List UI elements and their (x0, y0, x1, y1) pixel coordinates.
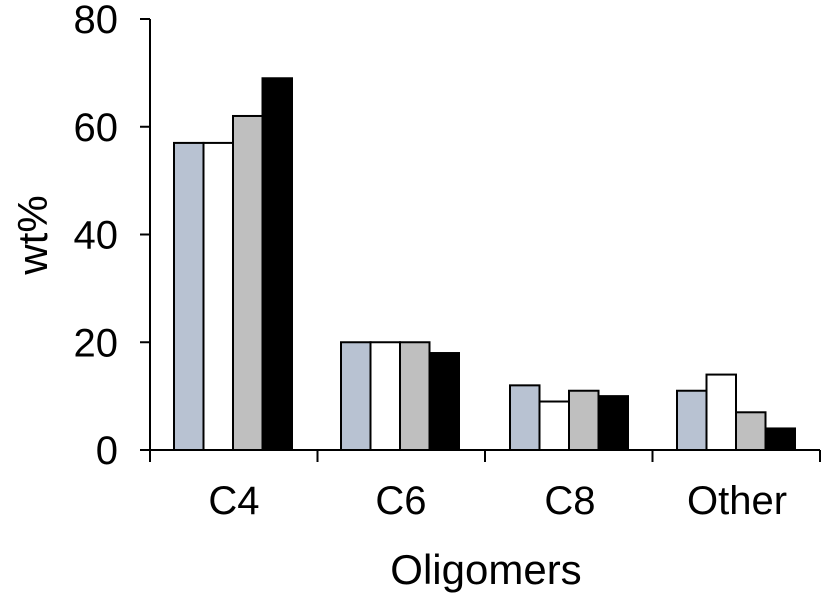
y-axis-ticks (140, 18, 150, 451)
plot-area: C4 C6 C8 Other 0 20 40 60 80 (74, 0, 821, 523)
y-tick-label: 40 (74, 214, 119, 258)
bar-c8-series-2 (538, 400, 570, 452)
y-axis-tick-labels: 0 20 40 60 80 (74, 0, 119, 473)
x-tick-label: C6 (375, 479, 426, 523)
bar-c4-series-1 (173, 141, 205, 451)
bar-c6-series-2 (369, 341, 401, 451)
bar-other-series-1 (676, 389, 708, 451)
y-tick-label: 80 (74, 0, 119, 42)
bar-c6-series-1 (340, 341, 372, 451)
y-tick-label: 0 (96, 429, 118, 473)
bar-other-series-2 (705, 373, 737, 452)
x-axis-ticks (149, 450, 821, 462)
y-tick-label: 60 (74, 106, 119, 150)
y-axis-title: wt% (9, 195, 56, 275)
x-tick-label: C4 (208, 479, 259, 523)
x-axis-tick-labels: C4 C6 C8 Other (208, 479, 787, 523)
bar-c4-series-2 (202, 141, 234, 451)
bar-c6-series-4 (428, 352, 460, 451)
bar-c4-series-4 (261, 77, 293, 451)
bar-c4-series-3 (232, 114, 264, 451)
y-tick-label: 20 (74, 321, 119, 365)
x-tick-label: Other (687, 479, 787, 523)
bar-c6-series-3 (399, 341, 431, 451)
bar-other-series-4 (764, 427, 796, 452)
bar-c8-series-3 (568, 389, 600, 451)
bar-c8-series-1 (509, 384, 541, 452)
x-axis-title: Oligomers (390, 546, 581, 593)
bar-c8-series-4 (597, 395, 629, 451)
bar-other-series-3 (735, 411, 767, 452)
x-tick-label: C8 (544, 479, 595, 523)
bars (173, 77, 796, 452)
